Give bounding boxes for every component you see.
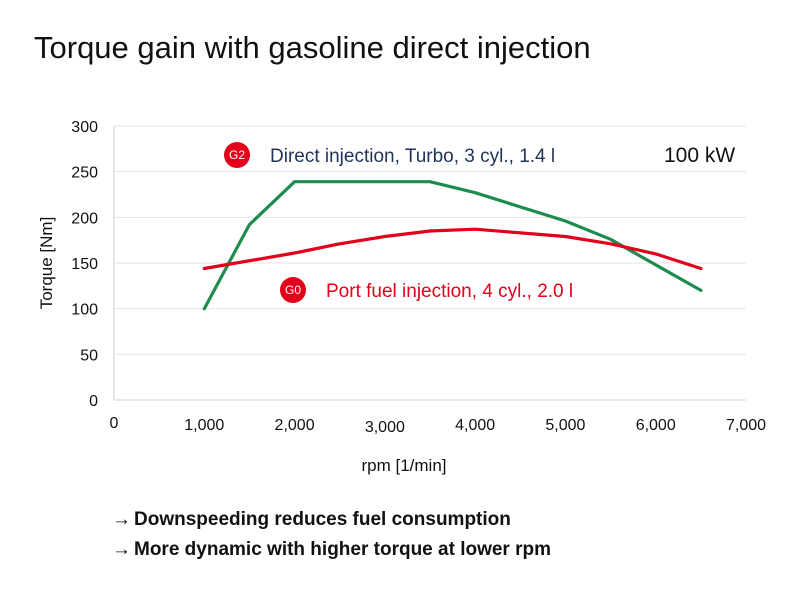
y-tick-label: 250 [71,165,98,182]
axis-ticks: 0 50 100 150 200 250 300 0 1,000 2,000 3,000 4,000 5… [71,119,766,436]
port-fuel-injection-annotation: G0 Port fuel injection, 4 cyl., 2.0 l [280,277,573,303]
y-tick-label: 200 [71,210,98,227]
arrow-right-icon: → [112,539,131,560]
y-tick-label: 50 [80,347,98,364]
g0-badge-label: G0 [285,283,301,297]
g0-badge-icon [280,277,306,303]
bullet-text: Downspeeding reduces fuel consumption [134,509,511,530]
bullet-list: → Downspeeding reduces fuel consumption →… [112,505,551,565]
x-tick-label: 0 [110,415,119,432]
port-fuel-injection-line [202,227,703,271]
bullet-item: → Downspeeding reduces fuel consumption [112,505,551,535]
port-fuel-injection-label: Port fuel injection, 4 cyl., 2.0 l [326,281,573,302]
arrow-right-icon: → [112,509,131,530]
x-tick-label: 3,000 [365,419,405,436]
x-tick-label: 1,000 [184,417,224,434]
direct-injection-line [202,180,703,311]
y-tick-label: 100 [71,302,98,319]
x-tick-label: 2,000 [275,417,315,434]
x-tick-label: 5,000 [545,417,585,434]
y-tick-label: 150 [71,256,98,273]
y-tick-label: 300 [71,119,98,136]
power-annotation: 100 kW [664,144,735,167]
page-title: Torque gain with gasoline direct injecti… [34,30,591,65]
direct-injection-annotation: G2 Direct injection, Turbo, 3 cyl., 1.4 … [224,142,555,168]
series-lines [202,180,703,311]
g2-badge-icon [224,142,250,168]
y-tick-label: 0 [89,393,98,410]
x-tick-label: 7,000 [726,417,766,434]
x-axis-label: rpm [1/min] [361,456,446,475]
direct-injection-label: Direct injection, Turbo, 3 cyl., 1.4 l [270,146,555,167]
gridlines [113,125,746,401]
bullet-text: More dynamic with higher torque at lower… [134,539,551,560]
y-axis-label: Torque [Nm] [37,217,56,310]
bullet-item: → More dynamic with higher torque at lowe… [112,535,551,565]
x-tick-label: 6,000 [636,417,676,434]
g2-badge-label: G2 [229,148,245,162]
x-tick-label: 4,000 [455,417,495,434]
